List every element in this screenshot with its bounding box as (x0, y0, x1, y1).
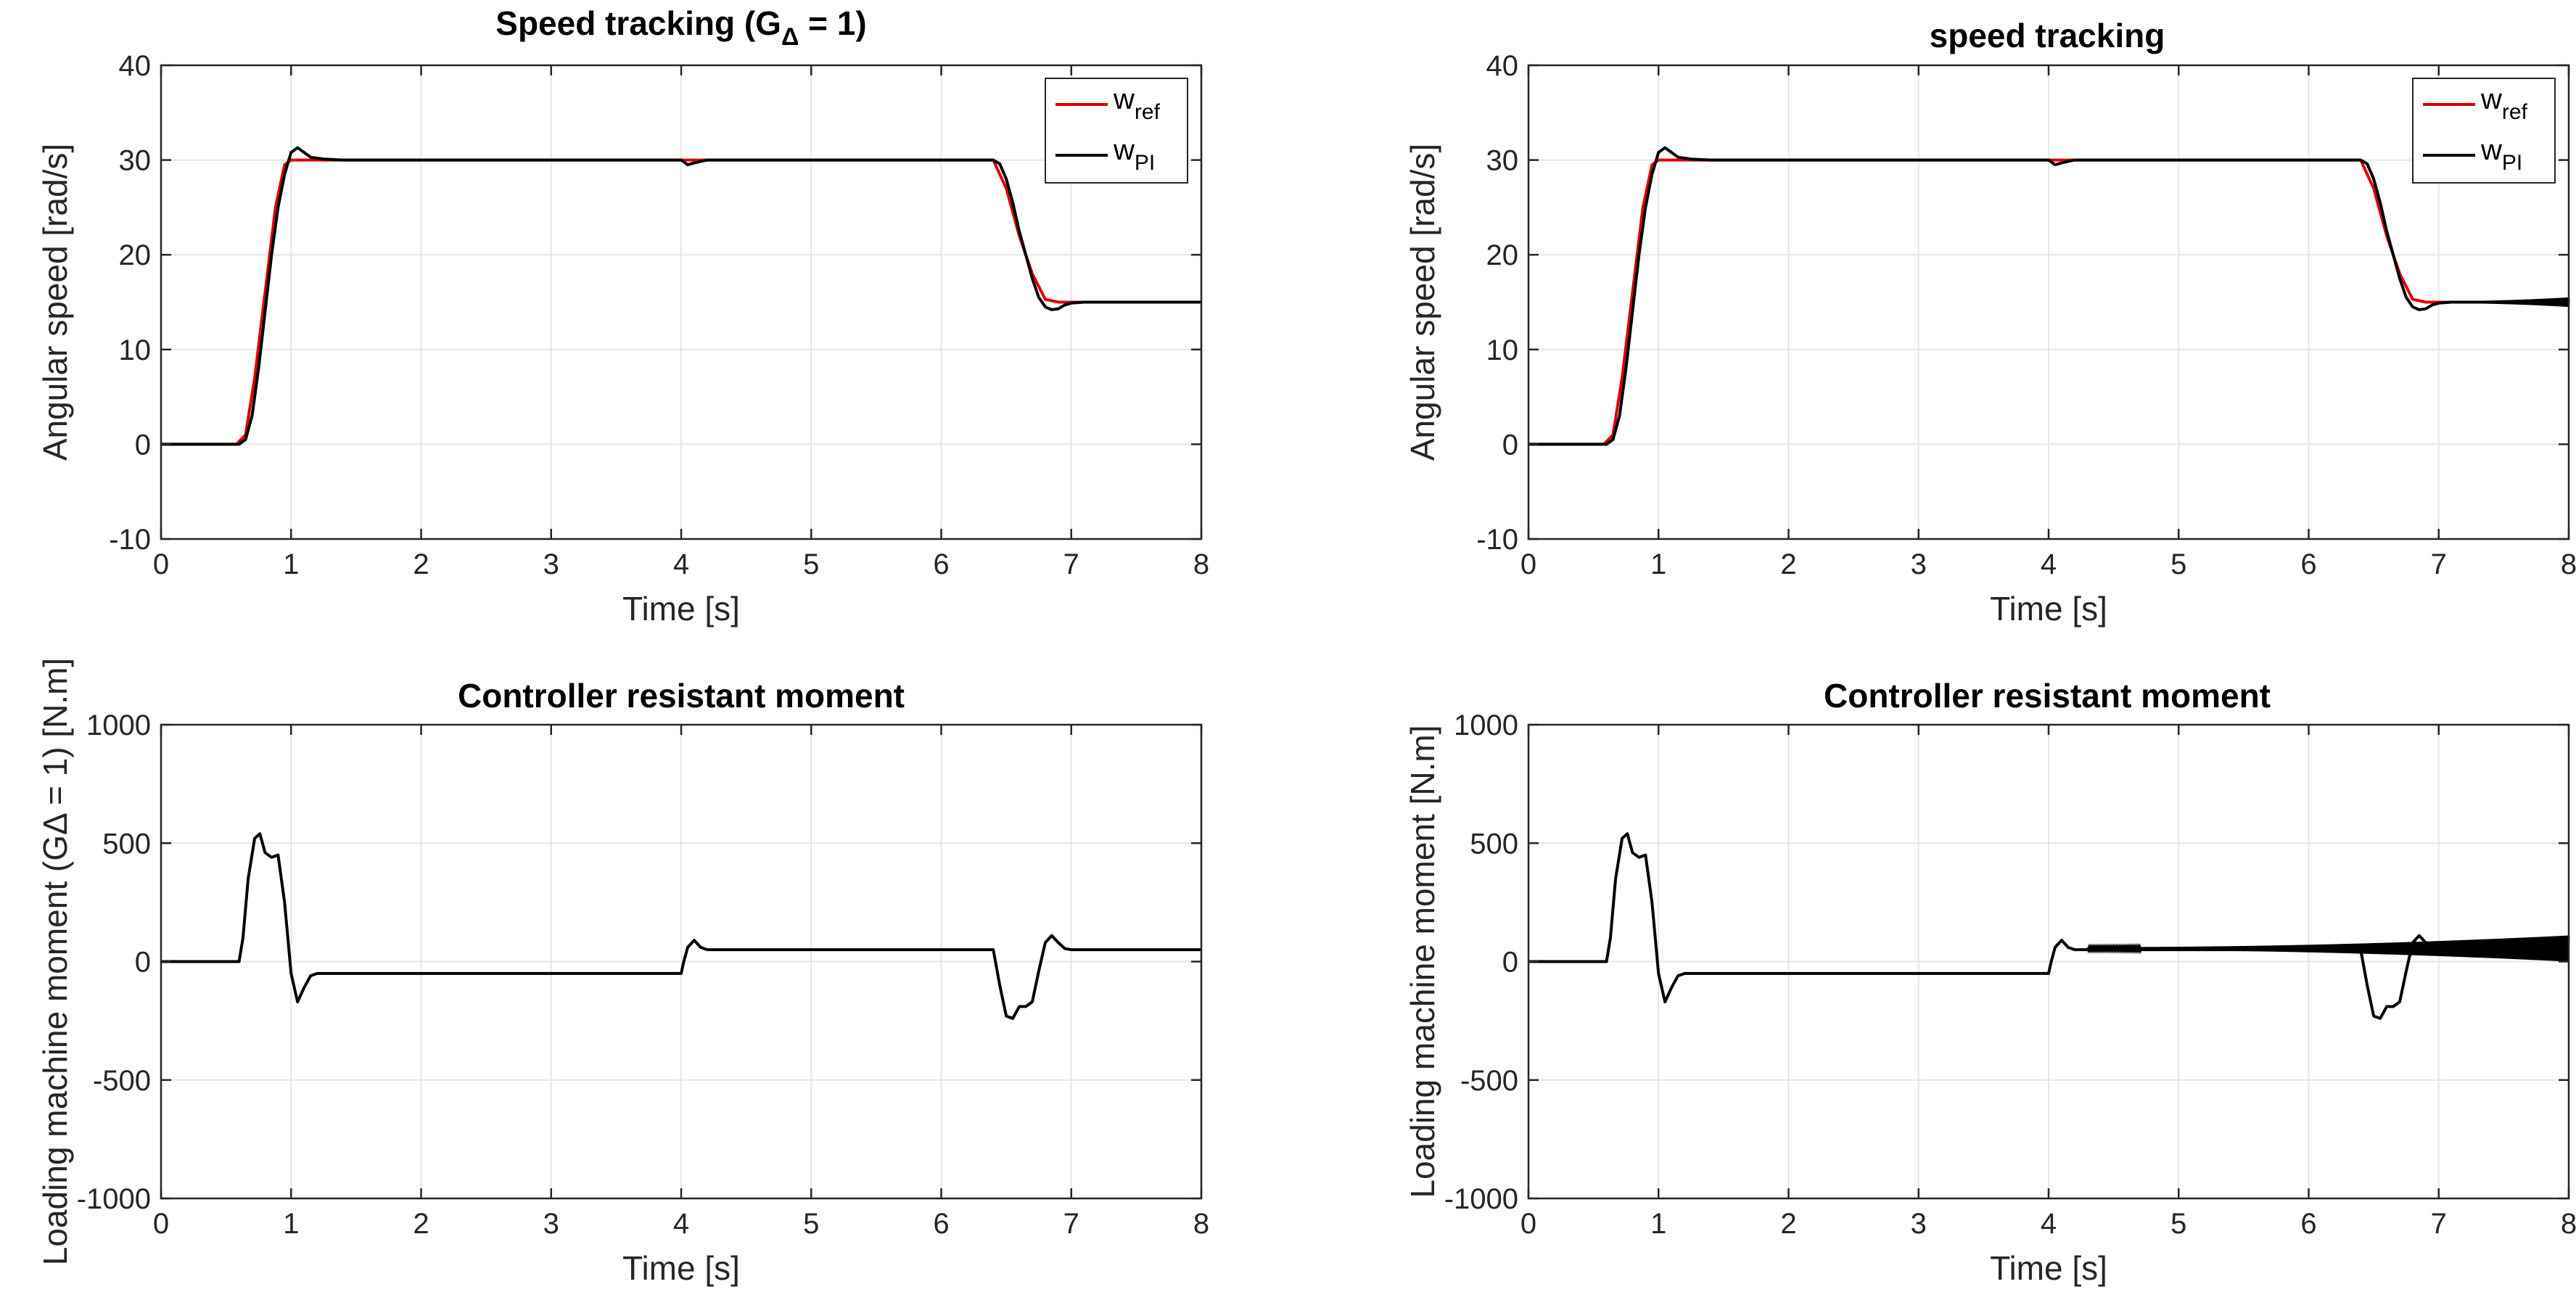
legend-label-sub: ref (1135, 100, 1161, 124)
legend-box (2412, 78, 2556, 184)
x-tick-label: 7 (1063, 548, 1079, 580)
y-tick-label: 0 (1502, 429, 1518, 461)
x-tick-label: 1 (1650, 1208, 1666, 1240)
x-tick-label: 8 (2561, 548, 2576, 580)
legend-label-base: w (1113, 83, 1135, 115)
y-tick-label: -10 (109, 524, 151, 556)
y-tick-label: 500 (1470, 828, 1518, 860)
y-tick-label: 30 (1486, 145, 1519, 177)
y-tick-label: -1000 (77, 1183, 151, 1215)
x-tick-label: 4 (673, 1208, 689, 1240)
axes-br: 0 1 2 3 4 5 6 7 8 -1000 -500 0 500 1000 Time [s] Loadin… (1404, 709, 2576, 1287)
x-tick-label: 7 (2431, 548, 2447, 580)
legend-label: wref (2480, 83, 2528, 124)
subplot-moment: Controller resistant moment (1824, 677, 2271, 715)
series-line-moment (1528, 832, 2465, 1020)
legend-label-sub: PI (1135, 151, 1155, 175)
x-axis-label: Time [s] (1990, 590, 2107, 628)
axes-bl: 0 1 2 3 4 5 6 7 8 -1000 -500 0 500 1000 Time [s] Loadin… (36, 658, 1209, 1287)
x-axis-label: Time [s] (622, 590, 740, 628)
y-axis-label: Loading machine moment [N.m] (1404, 725, 1441, 1198)
x-tick-label: 5 (2170, 1208, 2186, 1240)
y-tick-label: 0 (1502, 947, 1518, 979)
legend-label-base: w (1113, 134, 1135, 166)
series-line-w-pi (1528, 146, 2569, 446)
y-tick-label: -500 (1460, 1065, 1518, 1097)
x-tick-label: 6 (933, 1208, 949, 1240)
y-tick-label: -500 (93, 1065, 151, 1097)
legend-label-base: w (2480, 83, 2502, 115)
x-tick-label: 8 (1193, 548, 1209, 580)
y-axis-label: Angular speed [rad/s] (36, 144, 74, 461)
x-tick-label: 2 (413, 548, 429, 580)
subplot-moment-g: Controller resistant moment (458, 677, 905, 715)
y-tick-label: 1000 (1454, 709, 1518, 741)
legend-label: wPI (1113, 134, 1155, 175)
x-tick-label: 3 (1911, 548, 1927, 580)
legend-label: wref (1113, 83, 1161, 124)
y-tick-label: 20 (119, 239, 152, 271)
legend-label-sub: PI (2502, 151, 2522, 175)
x-tick-label: 3 (543, 1208, 559, 1240)
subplot-speed-tracking: speed tracking (1930, 17, 2165, 54)
x-tick-label: 3 (1911, 1208, 1927, 1240)
legend-box (1045, 78, 1188, 184)
x-tick-label: 2 (413, 1208, 429, 1240)
plot-title: Speed tracking (GΔ = 1) (495, 4, 866, 51)
plot-title: Controller resistant moment (458, 677, 905, 715)
x-tick-label: 1 (1650, 548, 1666, 580)
x-tick-label: 4 (2041, 1208, 2057, 1240)
y-tick-label: -10 (1476, 524, 1518, 556)
x-axis-label: Time [s] (622, 1249, 740, 1287)
x-tick-label: 5 (2170, 548, 2186, 580)
plot-title: Controller resistant moment (1824, 677, 2271, 715)
x-tick-label: 6 (2300, 548, 2316, 580)
plot-title: speed tracking (1930, 17, 2165, 54)
x-tick-label: 6 (933, 548, 949, 580)
y-tick-label: 0 (135, 947, 151, 979)
y-tick-label: 500 (102, 828, 151, 860)
x-tick-label: 0 (153, 548, 169, 580)
x-tick-label: 7 (2431, 1208, 2447, 1240)
x-tick-label: 1 (283, 548, 299, 580)
legend-label-sub: ref (2502, 100, 2528, 124)
y-tick-label: -1000 (1444, 1183, 1518, 1215)
x-tick-label: 7 (1063, 1208, 1079, 1240)
y-tick-label: 1000 (86, 709, 151, 741)
x-tick-label: 5 (803, 1208, 819, 1240)
x-tick-label: 8 (2561, 1208, 2576, 1240)
y-tick-label: 40 (119, 50, 152, 82)
x-tick-label: 2 (1780, 548, 1796, 580)
x-tick-label: 8 (1193, 1208, 1209, 1240)
y-tick-label: 30 (119, 145, 152, 177)
y-tick-label: 0 (135, 429, 151, 461)
legend-label-base: w (2480, 134, 2502, 166)
x-tick-label: 3 (543, 548, 559, 580)
y-axis-label: Angular speed [rad/s] (1404, 144, 1441, 461)
subplot-speed-tracking-g: Speed tracking (GΔ = 1) (495, 4, 866, 51)
y-tick-label: 10 (119, 334, 152, 366)
x-tick-label: 4 (673, 548, 689, 580)
x-tick-label: 1 (283, 1208, 299, 1240)
x-tick-label: 2 (1780, 1208, 1796, 1240)
x-tick-label: 4 (2041, 548, 2057, 580)
x-tick-label: 0 (1521, 548, 1536, 580)
legend-label: wPI (2480, 134, 2522, 175)
x-tick-label: 6 (2300, 1208, 2316, 1240)
series-line-moment (161, 832, 1201, 1020)
y-tick-label: 20 (1486, 239, 1519, 271)
x-axis-label: Time [s] (1990, 1249, 2107, 1287)
y-axis-label: Loading machine moment (GΔ = 1) [N.m] (36, 658, 74, 1265)
x-tick-label: 0 (153, 1208, 169, 1240)
y-tick-label: 10 (1486, 334, 1519, 366)
y-tick-label: 40 (1486, 50, 1519, 82)
series-line-w-pi (161, 146, 1201, 446)
x-tick-label: 0 (1521, 1208, 1536, 1240)
x-tick-label: 5 (803, 548, 819, 580)
